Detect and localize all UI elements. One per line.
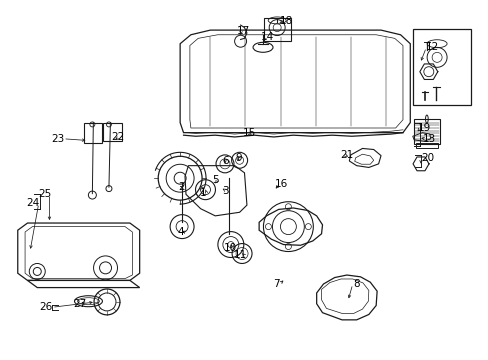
Text: 13: 13	[422, 134, 435, 144]
Text: 2: 2	[178, 182, 184, 192]
Text: 3: 3	[221, 186, 228, 196]
Text: 25: 25	[38, 189, 51, 199]
Text: 5: 5	[211, 175, 218, 185]
Text: 24: 24	[26, 198, 39, 208]
Text: 14: 14	[261, 32, 274, 41]
Text: 22: 22	[111, 132, 124, 142]
Text: 11: 11	[233, 250, 247, 260]
Text: 17: 17	[236, 26, 249, 36]
Text: 27: 27	[73, 299, 86, 309]
Text: 10: 10	[224, 243, 237, 253]
Text: 12: 12	[425, 42, 438, 52]
Bar	[83, 123, 102, 143]
Text: 7: 7	[272, 279, 279, 289]
Text: 9: 9	[235, 153, 242, 163]
Bar	[415, 143, 437, 148]
Text: 4: 4	[178, 227, 184, 237]
Text: 6: 6	[222, 156, 229, 166]
Text: 21: 21	[340, 150, 353, 160]
Bar	[264, 18, 290, 41]
Text: 8: 8	[353, 279, 359, 289]
Text: 16: 16	[274, 179, 287, 189]
Text: 23: 23	[52, 134, 65, 144]
Bar	[103, 123, 122, 141]
Bar	[412, 30, 470, 105]
Text: 26: 26	[39, 302, 52, 312]
Text: 1: 1	[199, 188, 206, 198]
Text: 18: 18	[279, 17, 292, 27]
Text: 19: 19	[417, 123, 430, 133]
Text: 20: 20	[420, 153, 433, 163]
Text: 15: 15	[242, 129, 256, 138]
